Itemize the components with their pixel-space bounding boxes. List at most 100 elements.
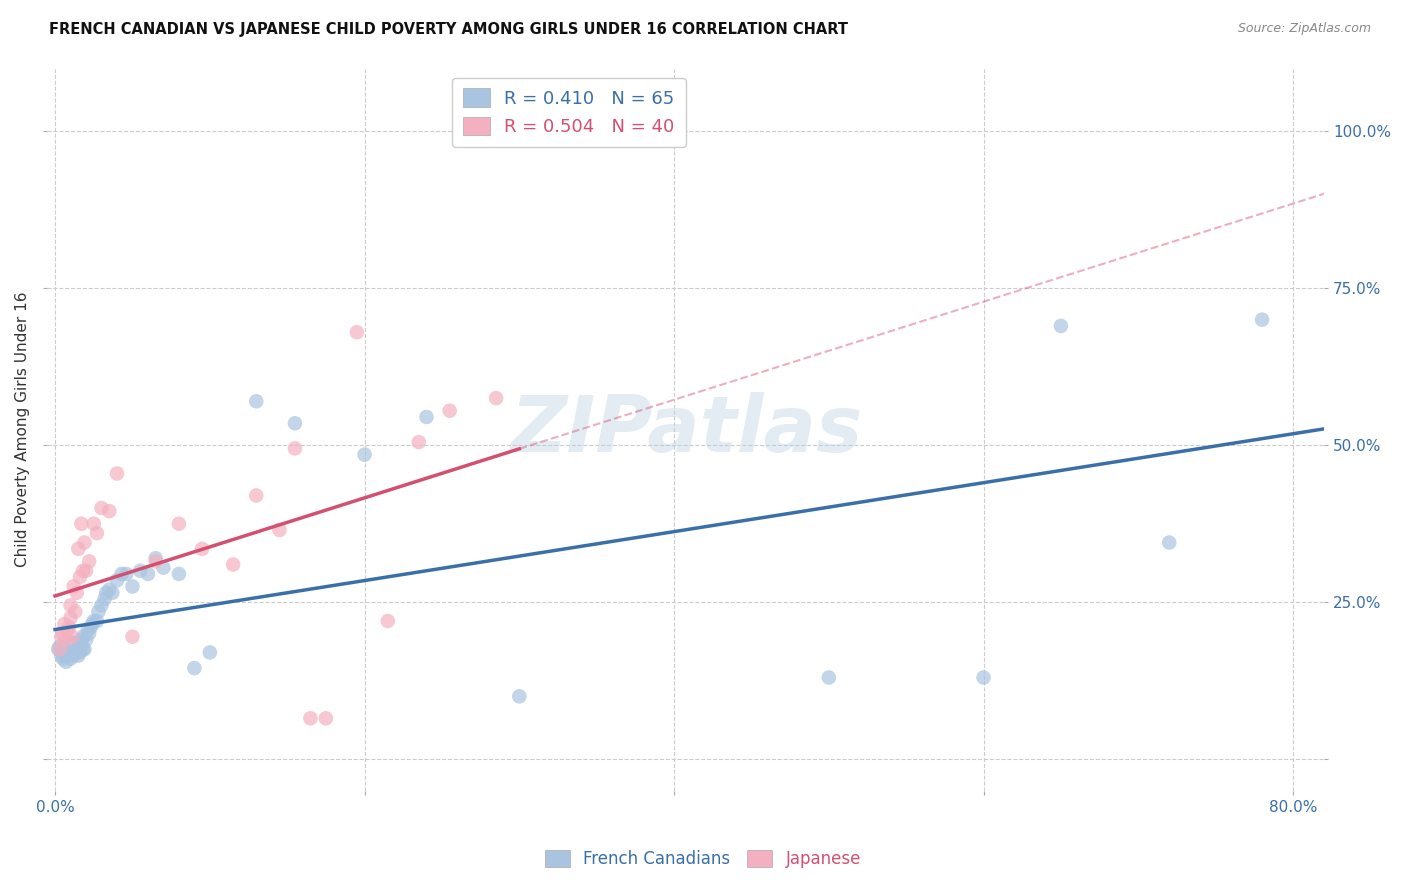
Point bbox=[377, 614, 399, 628]
Point bbox=[60, 630, 83, 644]
Point bbox=[101, 586, 124, 600]
Point bbox=[67, 636, 90, 650]
Point bbox=[93, 592, 115, 607]
Point bbox=[56, 639, 79, 653]
Point bbox=[167, 566, 190, 581]
Point bbox=[87, 605, 110, 619]
Point bbox=[69, 570, 91, 584]
Point bbox=[67, 541, 90, 556]
Point bbox=[66, 642, 89, 657]
Point bbox=[83, 614, 105, 628]
Point bbox=[59, 636, 82, 650]
Point bbox=[69, 645, 91, 659]
Point bbox=[245, 488, 267, 502]
Point bbox=[56, 648, 79, 663]
Point bbox=[121, 579, 143, 593]
Point bbox=[129, 564, 152, 578]
Point bbox=[63, 605, 86, 619]
Point bbox=[58, 642, 80, 657]
Point bbox=[98, 582, 121, 597]
Point bbox=[105, 573, 128, 587]
Point bbox=[63, 636, 86, 650]
Point bbox=[145, 551, 167, 566]
Y-axis label: Child Poverty Among Girls Under 16: Child Poverty Among Girls Under 16 bbox=[15, 292, 30, 567]
Point bbox=[69, 636, 91, 650]
Point bbox=[60, 645, 83, 659]
Point bbox=[62, 648, 84, 663]
Point bbox=[82, 617, 104, 632]
Point bbox=[60, 636, 83, 650]
Text: Source: ZipAtlas.com: Source: ZipAtlas.com bbox=[1237, 22, 1371, 36]
Point bbox=[284, 442, 307, 456]
Point bbox=[51, 648, 73, 663]
Point bbox=[73, 642, 96, 657]
Point bbox=[167, 516, 190, 531]
Point bbox=[51, 630, 73, 644]
Point bbox=[73, 535, 96, 549]
Point bbox=[90, 501, 112, 516]
Point bbox=[508, 690, 530, 704]
Point bbox=[1251, 312, 1274, 326]
Point bbox=[58, 645, 80, 659]
Point bbox=[77, 626, 100, 640]
Point bbox=[72, 642, 94, 657]
Point bbox=[198, 645, 221, 659]
Point bbox=[145, 554, 167, 568]
Point bbox=[75, 564, 97, 578]
Point bbox=[245, 394, 267, 409]
Point bbox=[90, 599, 112, 613]
Point bbox=[58, 620, 80, 634]
Point bbox=[52, 626, 75, 640]
Point bbox=[59, 599, 82, 613]
Point bbox=[66, 586, 89, 600]
Point bbox=[76, 624, 98, 638]
Point bbox=[52, 651, 75, 665]
Point bbox=[222, 558, 245, 572]
Point bbox=[86, 526, 108, 541]
Text: FRENCH CANADIAN VS JAPANESE CHILD POVERTY AMONG GIRLS UNDER 16 CORRELATION CHART: FRENCH CANADIAN VS JAPANESE CHILD POVERT… bbox=[49, 22, 848, 37]
Point bbox=[62, 579, 84, 593]
Point bbox=[53, 617, 76, 632]
Point bbox=[269, 523, 291, 537]
Point bbox=[70, 632, 93, 647]
Point bbox=[53, 645, 76, 659]
Point bbox=[415, 409, 437, 424]
Point bbox=[315, 711, 337, 725]
Point bbox=[52, 642, 75, 657]
Point bbox=[299, 711, 322, 725]
Point bbox=[59, 651, 82, 665]
Point bbox=[817, 671, 839, 685]
Point bbox=[83, 516, 105, 531]
Legend: R = 0.410   N = 65, R = 0.504   N = 40: R = 0.410 N = 65, R = 0.504 N = 40 bbox=[453, 78, 686, 147]
Point bbox=[72, 564, 94, 578]
Point bbox=[121, 630, 143, 644]
Text: ZIPatlas: ZIPatlas bbox=[509, 392, 862, 467]
Point bbox=[152, 560, 174, 574]
Point bbox=[67, 648, 90, 663]
Point bbox=[136, 566, 159, 581]
Point bbox=[46, 642, 69, 657]
Point bbox=[346, 325, 368, 339]
Legend: French Canadians, Japanese: French Canadians, Japanese bbox=[538, 843, 868, 875]
Point bbox=[191, 541, 214, 556]
Point bbox=[1050, 318, 1073, 333]
Point bbox=[62, 639, 84, 653]
Point bbox=[66, 636, 89, 650]
Point bbox=[284, 416, 307, 430]
Point bbox=[111, 566, 134, 581]
Point bbox=[70, 639, 93, 653]
Point bbox=[115, 566, 138, 581]
Point bbox=[96, 586, 118, 600]
Point bbox=[55, 632, 77, 647]
Point bbox=[59, 611, 82, 625]
Point bbox=[408, 435, 430, 450]
Point bbox=[86, 614, 108, 628]
Point bbox=[77, 554, 100, 568]
Point bbox=[56, 624, 79, 638]
Point bbox=[98, 504, 121, 518]
Point bbox=[1159, 535, 1181, 549]
Point bbox=[48, 639, 70, 653]
Point bbox=[70, 516, 93, 531]
Point bbox=[63, 645, 86, 659]
Point bbox=[485, 391, 508, 405]
